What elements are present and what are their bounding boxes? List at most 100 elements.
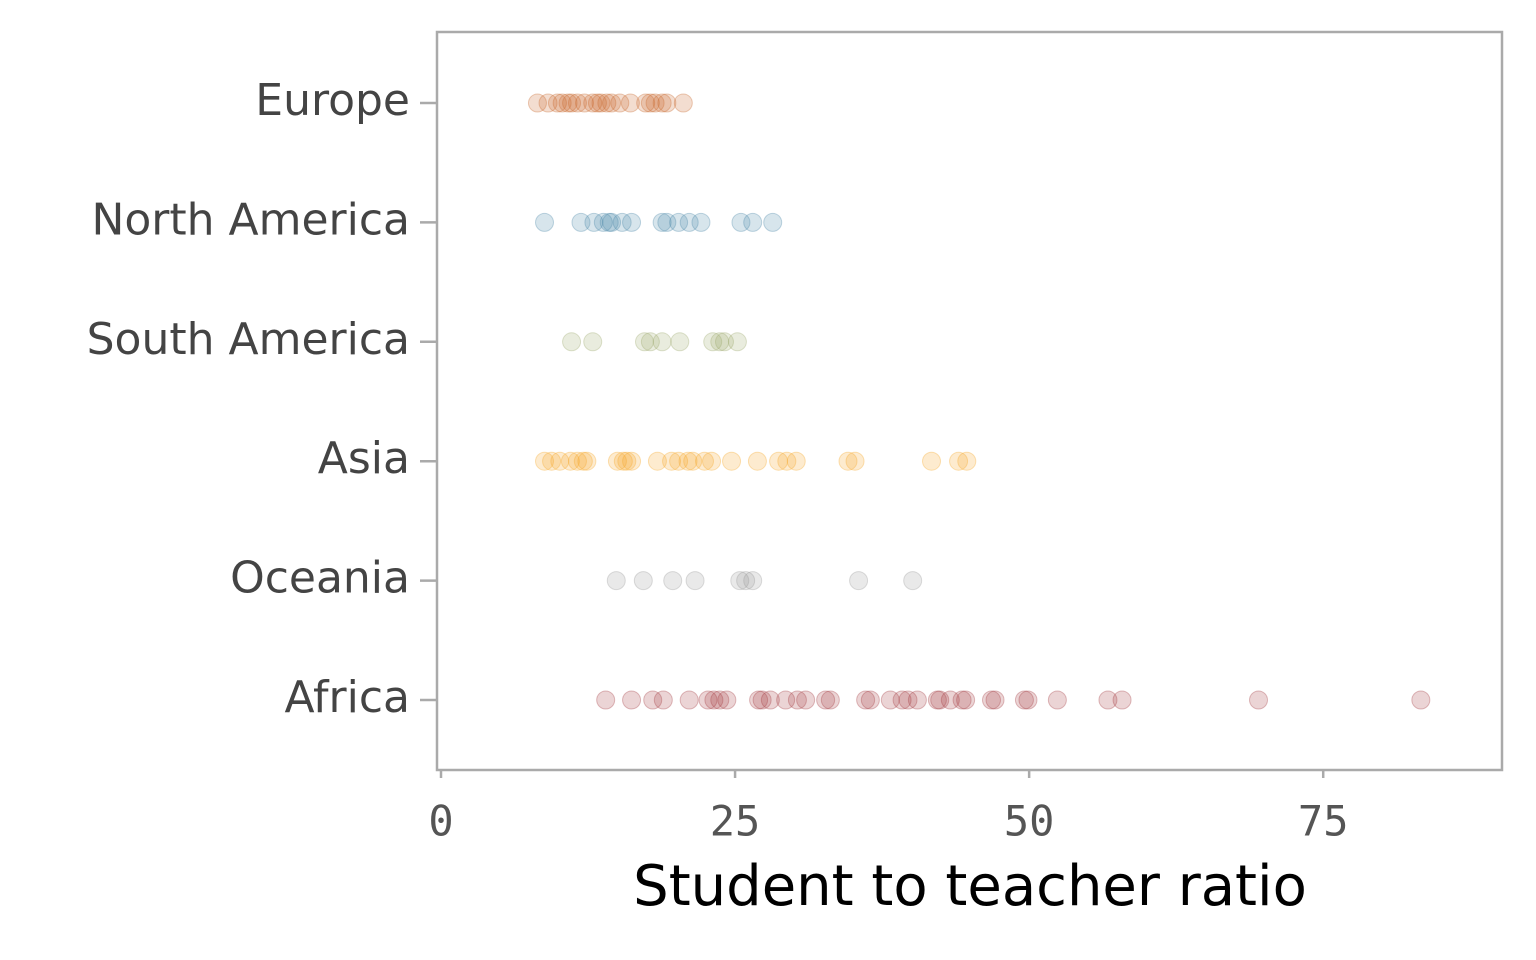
point [1249,690,1269,710]
point [636,93,656,113]
point [722,451,742,471]
y-tick-label: Africa [285,672,411,723]
point [653,690,673,710]
point [617,451,637,471]
point [927,690,947,710]
point [679,690,699,710]
point [567,93,587,113]
point [652,212,672,232]
point [547,93,567,113]
point [776,690,796,710]
point [657,212,677,232]
point [633,571,653,591]
point [747,451,767,471]
x-tick-label: 50 [1004,797,1055,846]
plot-frame [435,30,1504,772]
point [591,93,611,113]
point [552,93,572,113]
point [652,93,672,113]
point [1098,690,1118,710]
point [663,571,683,591]
y-tick-label: North America [91,194,410,245]
x-axis-label: Student to teacher ratio [633,854,1307,919]
point [542,451,562,471]
point [622,690,642,710]
point [922,451,942,471]
point [669,451,689,471]
point [845,451,865,471]
point [607,451,627,471]
point [1018,690,1038,710]
point [685,571,705,591]
point [596,690,616,710]
point [634,332,654,352]
point [849,571,869,591]
point [620,93,640,113]
point [527,93,547,113]
point [856,690,876,710]
point [860,690,880,710]
point [657,93,677,113]
point [612,212,632,232]
point [599,212,619,232]
point [820,690,840,710]
point [602,93,622,113]
point [606,571,626,591]
point [678,451,698,471]
point [575,93,595,113]
point [640,93,660,113]
point [640,332,660,352]
point [985,690,1005,710]
point [535,212,555,232]
point [704,690,724,710]
point [787,690,807,710]
point [645,93,665,113]
y-tick-label: Europe [255,75,410,126]
x-tick-label: 75 [1298,797,1349,846]
point [714,332,734,352]
point [796,690,816,710]
point [662,451,682,471]
point [673,93,693,113]
point [949,451,969,471]
point [669,212,689,232]
point [736,571,756,591]
point [1014,690,1034,710]
point [560,451,580,471]
point [703,332,723,352]
point [584,212,604,232]
point [1411,690,1431,710]
point [593,212,613,232]
point [957,451,977,471]
point [730,571,750,591]
point [907,690,927,710]
point [763,212,783,232]
point [1047,690,1067,710]
point [602,212,622,232]
point [683,451,703,471]
point [652,332,672,352]
point [952,690,972,710]
point [880,690,900,710]
point [777,451,797,471]
x-tick-label: 25 [710,797,761,846]
point [573,451,593,471]
point [562,332,582,352]
point [679,212,699,232]
y-tick-label: Asia [318,433,410,484]
point [694,451,714,471]
point [622,451,642,471]
point [727,332,747,352]
point [597,93,617,113]
point [710,690,730,710]
point [698,690,718,710]
point [691,212,711,232]
y-tick-label: Oceania [230,553,410,604]
point [930,690,950,710]
point [760,690,780,710]
point [643,690,663,710]
y-tick-label: South America [87,314,410,365]
point [838,451,858,471]
point [538,93,558,113]
